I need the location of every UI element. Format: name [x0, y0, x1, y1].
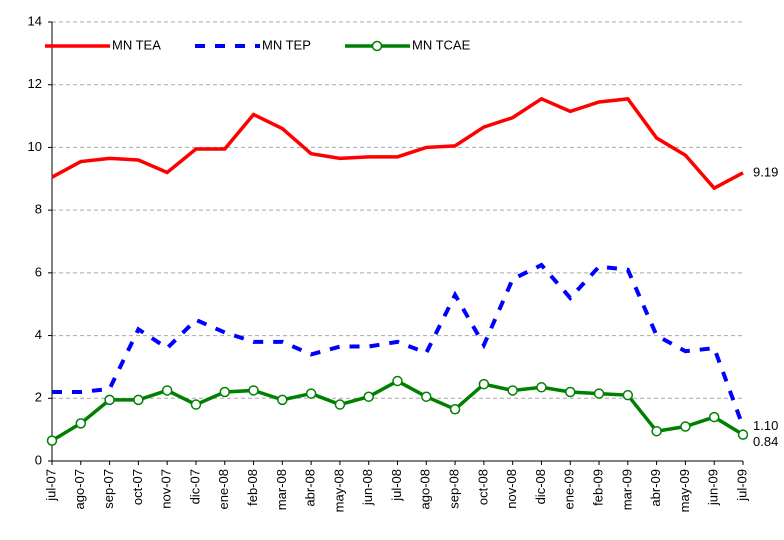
x-tick-label: ago-07 [72, 469, 87, 509]
marker [737, 429, 749, 440]
x-tick-label: jul-07 [43, 469, 58, 502]
line-series [51, 96, 744, 191]
data-label: 0.84 [753, 434, 778, 449]
marker [363, 391, 374, 402]
y-tick-label: 10 [28, 139, 42, 154]
x-tick-label: may-09 [677, 469, 692, 512]
x-tick-label: sep-08 [447, 469, 462, 509]
y-tick-label: 0 [35, 452, 42, 467]
x-tick-label: dic-08 [533, 469, 548, 504]
x-tick-label: dic-07 [187, 469, 202, 504]
marker [161, 385, 173, 396]
marker [334, 399, 346, 410]
y-tick-label: 6 [35, 264, 42, 279]
x-tick-label: jul-09 [734, 469, 749, 502]
marker [449, 404, 461, 415]
x-tick-label: abr-09 [648, 469, 663, 507]
marker [75, 418, 87, 429]
marker [708, 411, 720, 423]
x-tick-label: mar-08 [274, 469, 289, 510]
marker [622, 389, 634, 401]
line-series [52, 262, 745, 428]
marker [219, 386, 230, 398]
marker [680, 421, 691, 432]
y-tick-label: 14 [28, 13, 42, 28]
y-tick-label: 12 [28, 76, 42, 91]
x-tick-label: ene-09 [562, 469, 577, 509]
y-tick-label: 8 [35, 202, 42, 217]
marker [478, 378, 490, 390]
marker [507, 385, 518, 396]
x-tick-label: abr-08 [303, 469, 318, 507]
marker [104, 394, 115, 406]
x-tick-label: mar-09 [619, 469, 634, 510]
x-tick-label: nov-08 [504, 469, 519, 509]
marker [392, 375, 403, 387]
legend-label: MN TEA [112, 37, 161, 52]
x-tick-label: sep-07 [101, 469, 116, 509]
marker [651, 425, 662, 437]
marker [565, 386, 576, 398]
x-tick-label: jun-08 [360, 469, 375, 506]
legend-label: MN TEP [262, 37, 311, 52]
marker [46, 435, 58, 446]
x-tick-label: may-08 [331, 469, 346, 512]
y-tick-label: 2 [35, 390, 42, 405]
line-series [51, 379, 744, 443]
x-tick-label: feb-09 [590, 469, 605, 506]
x-tick-label: ago-08 [418, 469, 433, 509]
marker [305, 388, 317, 399]
data-label: 1.10 [753, 418, 778, 433]
marker [133, 394, 144, 406]
data-label: 9.19 [753, 164, 778, 179]
x-tick-label: oct-07 [130, 469, 145, 505]
x-tick-label: nov-07 [159, 469, 174, 509]
marker [593, 388, 605, 399]
y-tick-label: 4 [35, 327, 42, 342]
x-tick-label: jul-08 [389, 469, 404, 502]
marker [421, 391, 432, 402]
marker [248, 385, 259, 396]
x-tick-label: ene-08 [216, 469, 231, 509]
x-tick-label: oct-08 [475, 469, 490, 505]
x-tick-label: jun-09 [706, 469, 721, 506]
marker [536, 382, 547, 393]
legend-label: MN TCAE [412, 37, 471, 52]
x-tick-label: feb-08 [245, 469, 260, 506]
marker [277, 394, 288, 406]
legend-marker [371, 40, 383, 52]
marker [190, 399, 202, 410]
